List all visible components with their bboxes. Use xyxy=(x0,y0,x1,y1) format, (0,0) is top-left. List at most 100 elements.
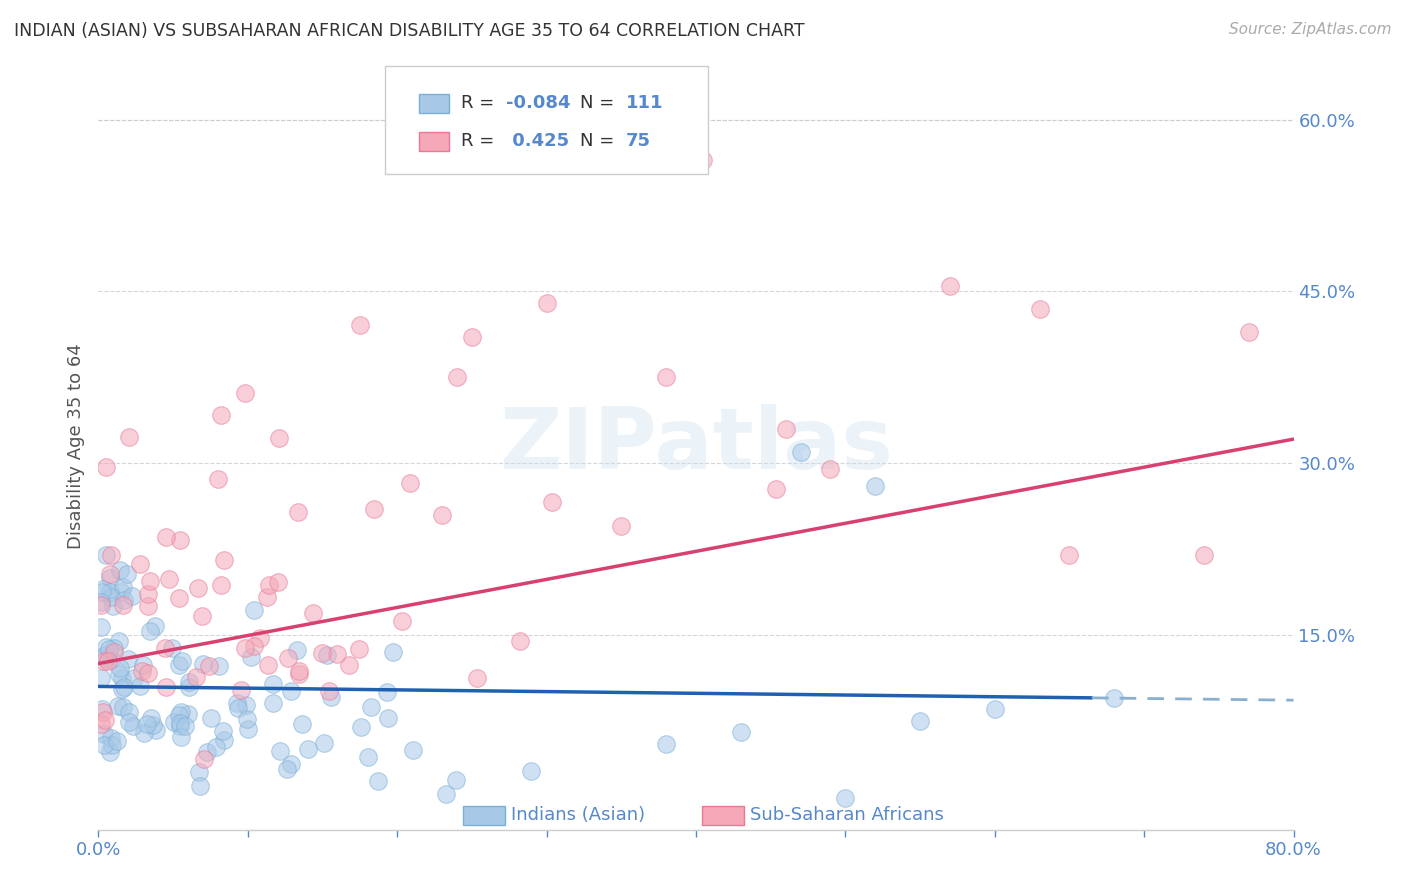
Point xyxy=(257,657,280,672)
Point xyxy=(277,650,299,665)
Point xyxy=(167,707,190,722)
Point xyxy=(288,664,311,678)
Point xyxy=(114,680,136,694)
Point xyxy=(243,603,266,617)
Point xyxy=(357,749,380,764)
Point xyxy=(139,711,162,725)
Point xyxy=(236,722,259,736)
Point xyxy=(132,726,155,740)
Point xyxy=(508,633,530,648)
Point xyxy=(446,370,468,384)
Point xyxy=(231,683,253,698)
Point xyxy=(98,642,121,657)
Point xyxy=(129,679,152,693)
Point xyxy=(100,591,122,605)
Point xyxy=(984,702,1007,716)
Point xyxy=(160,641,183,656)
Point xyxy=(91,584,114,599)
Point xyxy=(155,680,177,694)
Text: -0.084: -0.084 xyxy=(506,94,571,112)
FancyBboxPatch shape xyxy=(419,132,449,151)
Point xyxy=(91,706,114,720)
Point xyxy=(1028,301,1050,316)
Point xyxy=(90,598,112,612)
Point xyxy=(316,648,339,662)
Point xyxy=(347,641,370,656)
Point xyxy=(692,153,714,167)
Point xyxy=(226,696,249,710)
Point xyxy=(267,574,290,589)
Point xyxy=(939,278,962,293)
Point xyxy=(105,734,128,748)
Point xyxy=(1237,325,1260,339)
Point xyxy=(207,472,229,486)
Point xyxy=(98,566,121,581)
Point xyxy=(461,330,484,344)
Point xyxy=(117,430,139,444)
Point xyxy=(122,719,145,733)
Point xyxy=(297,741,319,756)
Point xyxy=(103,641,125,656)
Point xyxy=(212,733,235,747)
Point xyxy=(145,723,167,737)
Point xyxy=(236,712,259,726)
FancyBboxPatch shape xyxy=(385,66,709,174)
Text: R =: R = xyxy=(461,132,499,151)
Point xyxy=(337,657,360,672)
Point xyxy=(94,548,117,562)
Point xyxy=(319,690,342,705)
Point xyxy=(90,595,112,609)
Point xyxy=(363,502,385,516)
Point xyxy=(169,719,191,733)
Point xyxy=(280,756,302,771)
Point xyxy=(430,508,453,522)
Point xyxy=(285,643,308,657)
Point xyxy=(94,648,117,662)
Point xyxy=(190,609,212,624)
Point xyxy=(90,671,112,685)
Point xyxy=(112,700,135,714)
Text: N =: N = xyxy=(581,94,620,112)
Point xyxy=(100,549,122,563)
Point xyxy=(93,651,115,665)
Point xyxy=(195,745,218,759)
Point xyxy=(90,620,112,634)
Point xyxy=(93,727,115,741)
Point xyxy=(110,585,132,599)
Point xyxy=(375,684,398,698)
Point xyxy=(326,647,349,661)
Text: Indians (Asian): Indians (Asian) xyxy=(510,806,645,824)
Point xyxy=(170,731,193,745)
Point xyxy=(226,701,249,715)
Point xyxy=(536,296,558,310)
Point xyxy=(191,657,214,672)
Point xyxy=(465,672,488,686)
Point xyxy=(108,667,131,681)
Point xyxy=(169,591,191,606)
Point xyxy=(908,714,931,728)
Point xyxy=(121,589,143,603)
Point xyxy=(129,557,152,571)
Point xyxy=(444,772,467,787)
FancyBboxPatch shape xyxy=(702,805,744,825)
Point xyxy=(377,711,399,725)
Text: R =: R = xyxy=(461,94,499,112)
Point xyxy=(269,744,291,758)
Point xyxy=(789,444,811,458)
Point xyxy=(107,633,129,648)
Point xyxy=(212,553,235,567)
Point xyxy=(287,505,309,519)
Point xyxy=(399,476,422,491)
Point xyxy=(280,684,302,698)
Point xyxy=(249,632,271,646)
Point xyxy=(256,590,278,604)
Point xyxy=(291,716,314,731)
Point xyxy=(169,533,191,548)
Point xyxy=(233,385,256,400)
Point xyxy=(169,658,191,673)
Point xyxy=(108,563,131,577)
Point xyxy=(367,774,389,789)
Point xyxy=(100,745,122,759)
Point xyxy=(865,479,887,493)
Point xyxy=(187,581,209,595)
